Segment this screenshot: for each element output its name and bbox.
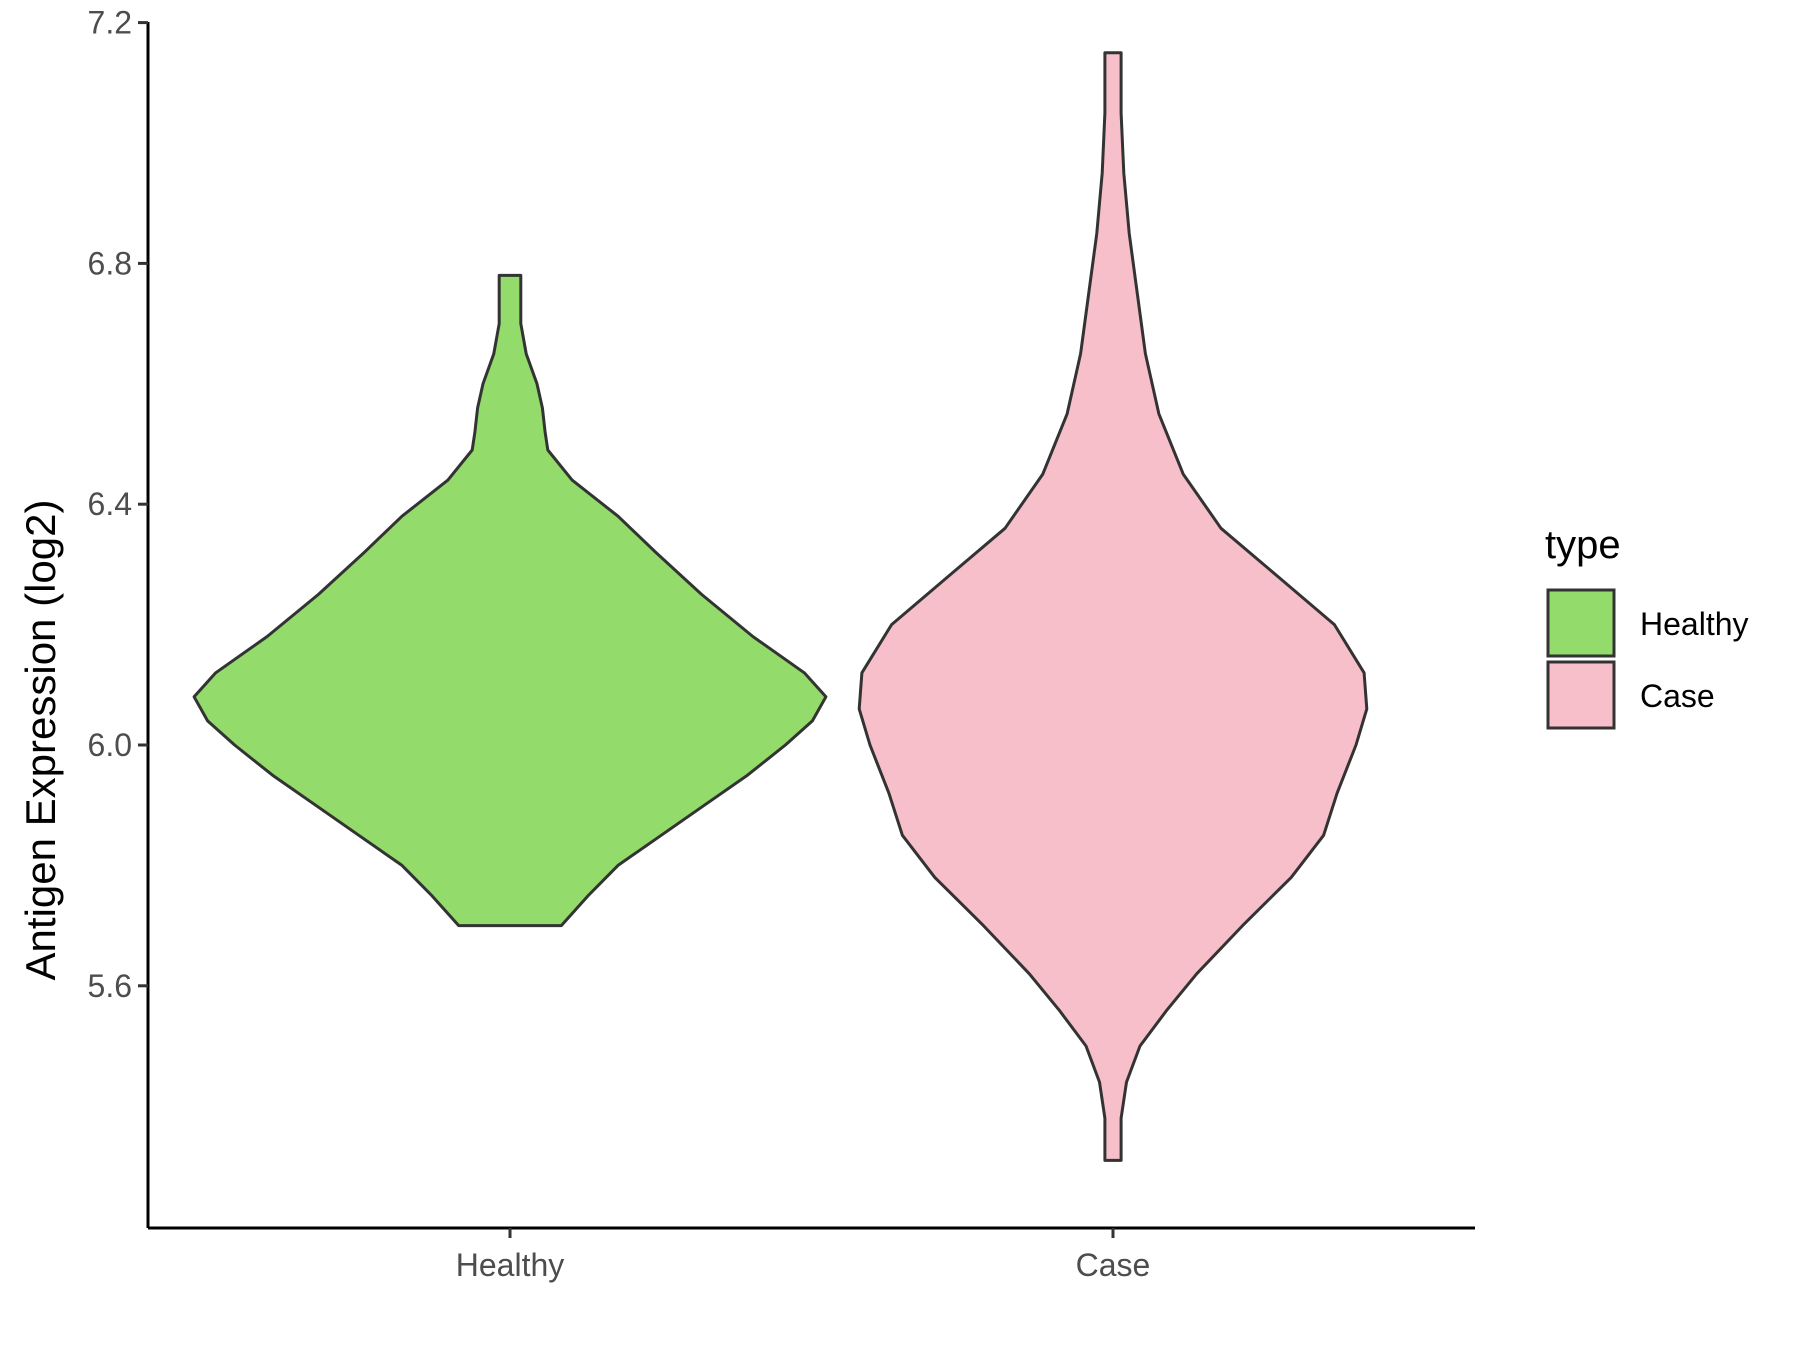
violin-healthy (192, 273, 828, 928)
legend-title: type (1545, 523, 1621, 567)
x-tick-label: Case (1076, 1247, 1151, 1283)
y-tick-label: 5.6 (88, 968, 132, 1004)
legend-label-healthy: Healthy (1640, 606, 1749, 642)
violin-case (857, 51, 1369, 1162)
axes: 5.6 6.0 6.4 6.8 7.2 Healthy Case (88, 5, 1475, 1283)
legend: type Healthy Case (1545, 523, 1749, 730)
y-tick-label: 7.2 (88, 5, 132, 41)
y-tick-label: 6.8 (88, 245, 132, 281)
violin-layer (192, 51, 1369, 1162)
y-axis-title: Antigen Expression (log2) (17, 500, 64, 981)
y-tick-label: 6.4 (88, 486, 132, 522)
y-tick-label: 6.0 (88, 727, 132, 763)
x-tick-label: Healthy (456, 1247, 565, 1283)
legend-label-case: Case (1640, 678, 1715, 714)
legend-swatch-case (1546, 660, 1616, 730)
legend-swatch-healthy (1546, 588, 1616, 658)
